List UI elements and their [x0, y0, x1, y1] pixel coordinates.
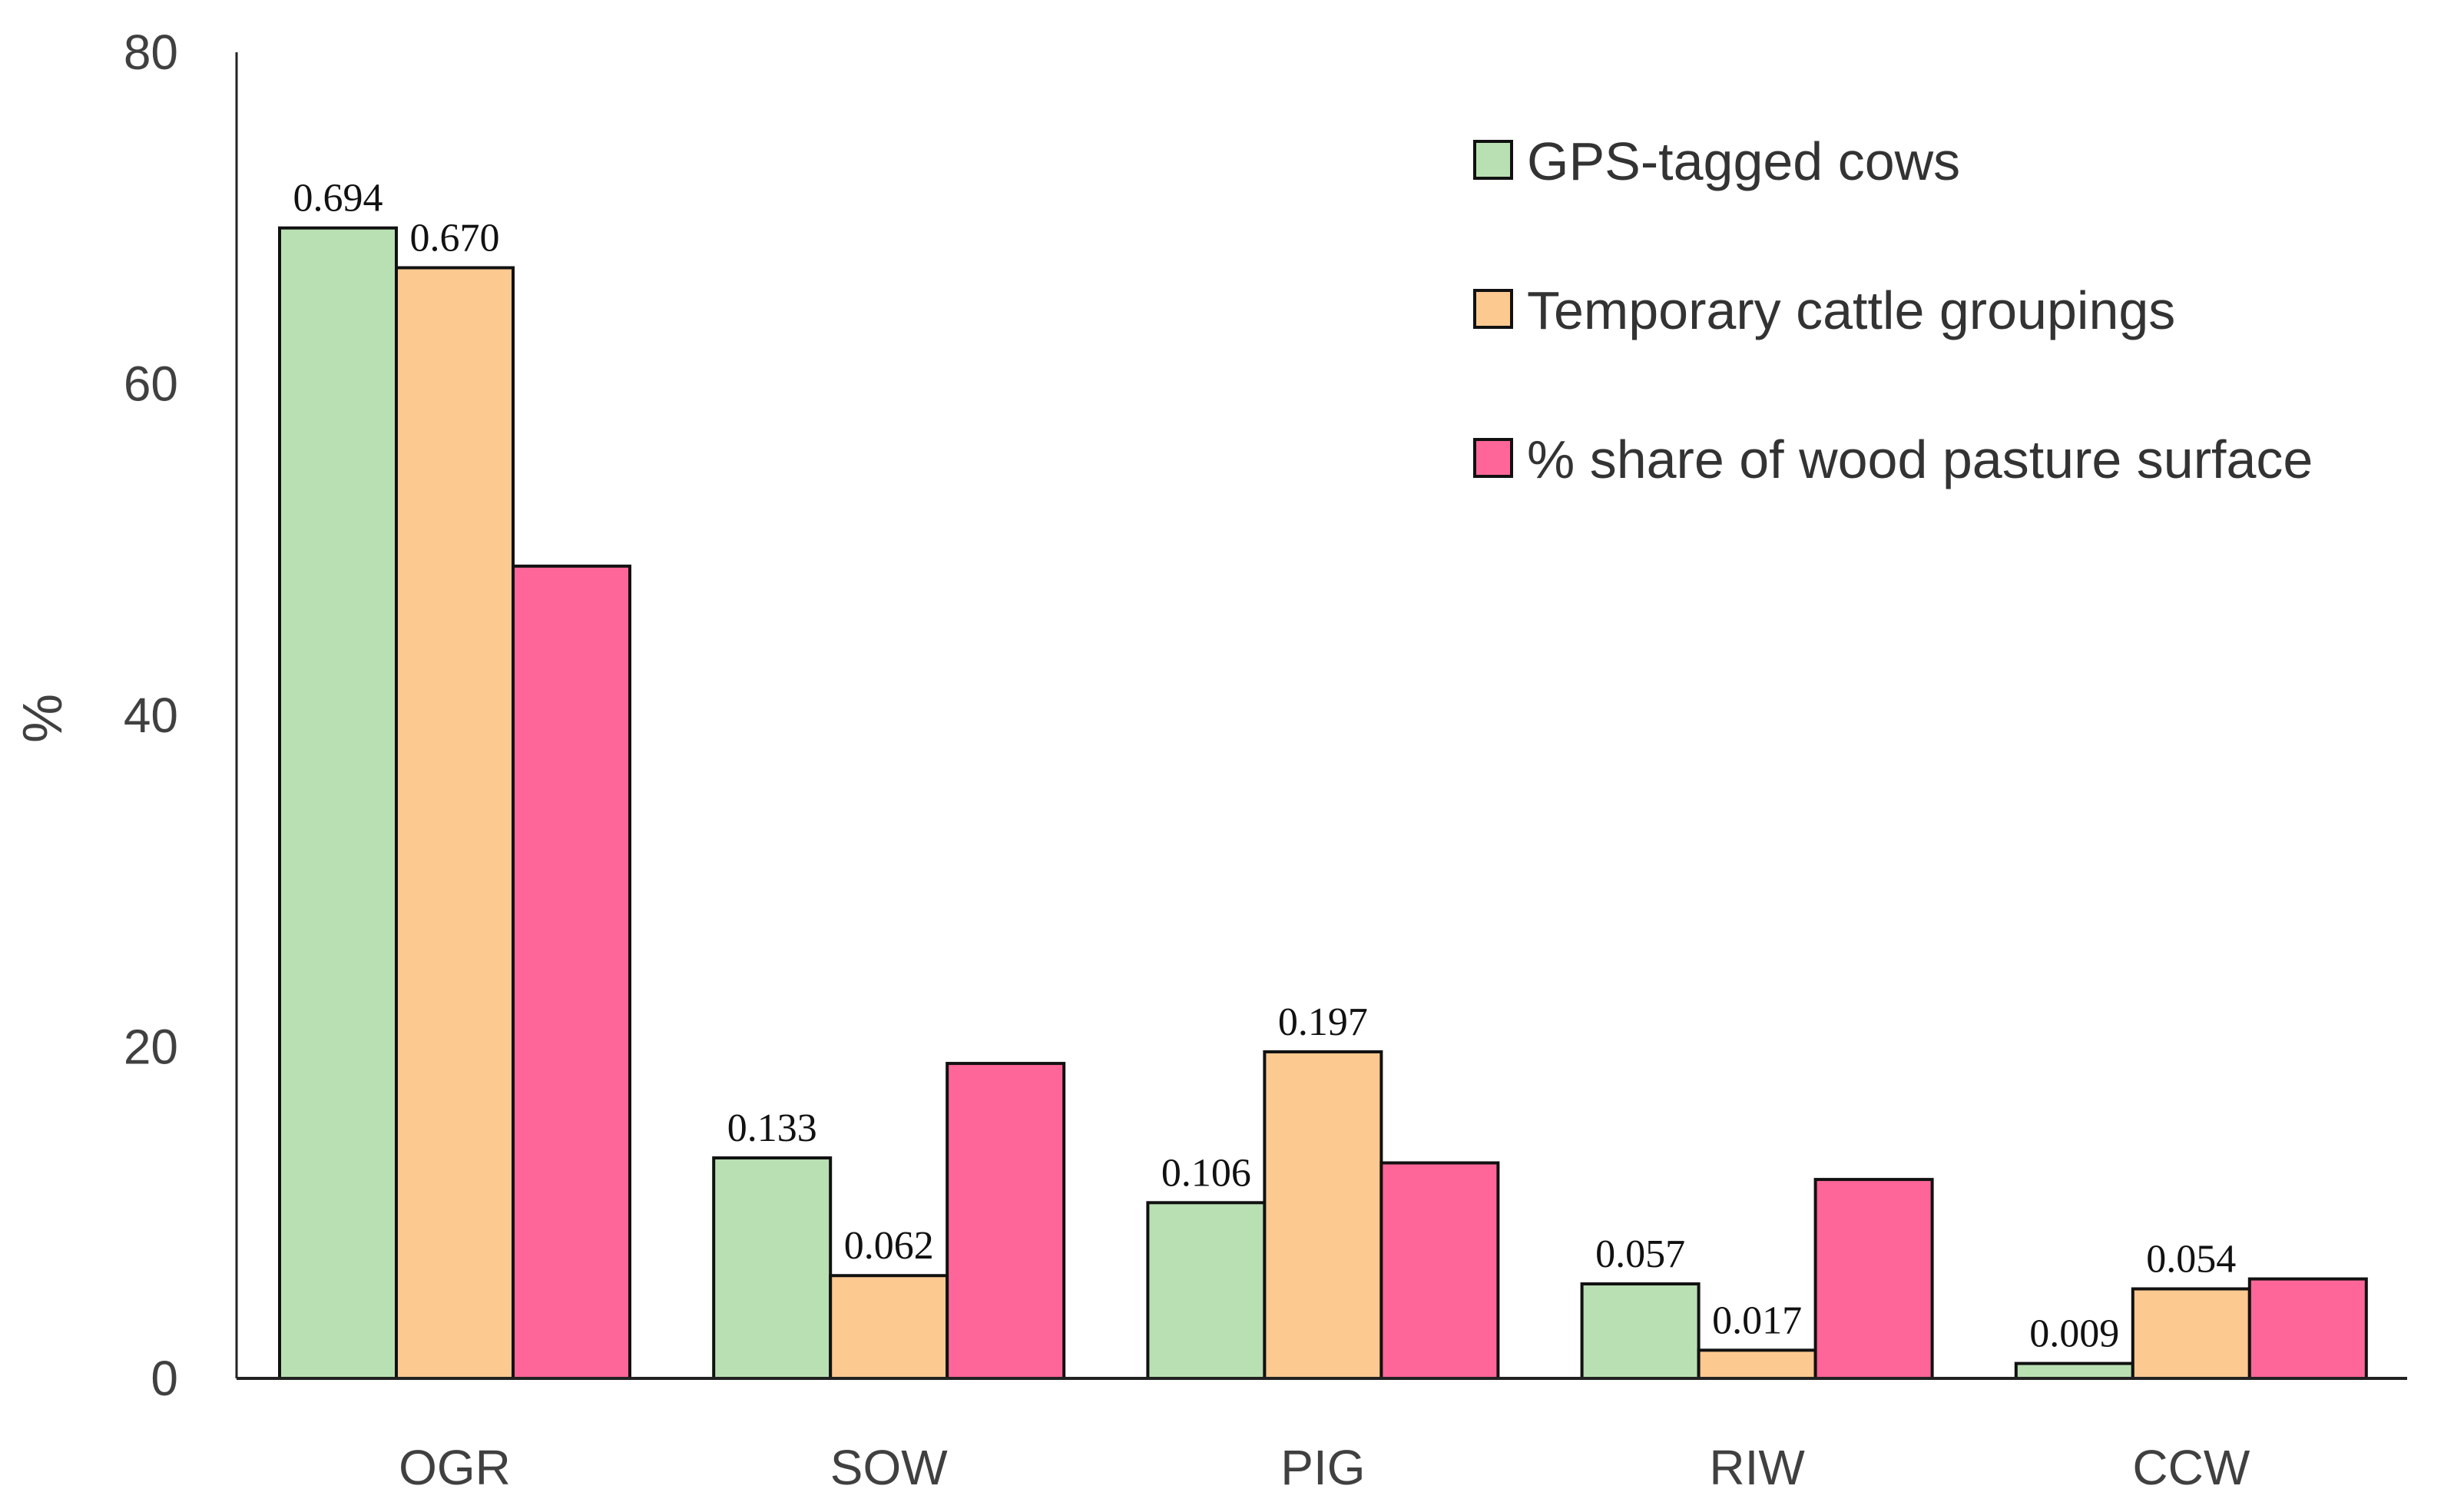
- legend-swatch: [1473, 438, 1513, 478]
- bar-riw-series-1: [1580, 1282, 1701, 1380]
- x-axis-ticks: OGR SOW PIG RIW CCW: [399, 1440, 2250, 1495]
- bar-riw-series-2: [1697, 1348, 1817, 1381]
- bar-ccw-series-1: [2014, 1361, 2134, 1381]
- data-labels: 0.694 0.670 0.133 0.062 0.106 0.197 0.057 0.017…: [293, 177, 2237, 1356]
- y-axis-ticks: 0 20 40 60 80: [124, 25, 178, 1406]
- data-label: 0.670: [410, 216, 500, 260]
- data-label: 0.054: [2146, 1237, 2236, 1281]
- y-tick-label: 40: [124, 688, 178, 743]
- bar-ogr-series-1: [278, 226, 398, 1381]
- data-label: 0.017: [1712, 1298, 1802, 1342]
- bar-pig-series-2: [1263, 1050, 1383, 1381]
- bar-ogr-series-2: [395, 266, 515, 1381]
- bar-pig-series-3: [1379, 1161, 1500, 1381]
- data-label: 0.009: [2029, 1312, 2119, 1356]
- bar-series-group: [278, 226, 2368, 1381]
- x-tick-label: PIG: [1280, 1440, 1365, 1495]
- bar-riw-series-3: [1813, 1178, 1934, 1380]
- y-tick-label: 0: [151, 1351, 178, 1406]
- bar-sow-series-1: [712, 1156, 833, 1380]
- data-label: 0.062: [844, 1224, 934, 1268]
- data-label: 0.133: [727, 1106, 817, 1150]
- bar-sow-series-3: [946, 1062, 1066, 1380]
- y-tick-label: 20: [124, 1020, 178, 1075]
- bar-ogr-series-3: [512, 564, 631, 1381]
- x-tick-label: RIW: [1709, 1440, 1805, 1495]
- legend-label: GPS-tagged cows: [1527, 131, 1960, 191]
- x-tick-label: OGR: [399, 1440, 511, 1495]
- bar-sow-series-2: [829, 1274, 949, 1380]
- legend-label: % share of wood pasture surface: [1527, 429, 2313, 489]
- data-label: 0.106: [1161, 1151, 1251, 1195]
- data-label: 0.057: [1595, 1232, 1685, 1276]
- legend-swatch: [1473, 140, 1513, 180]
- bar-pig-series-1: [1146, 1201, 1267, 1381]
- data-label: 0.694: [293, 177, 383, 221]
- x-tick-label: CCW: [2132, 1440, 2250, 1495]
- legend-label: Temporary cattle groupings: [1527, 280, 2175, 340]
- bar-ccw-series-2: [2131, 1287, 2251, 1380]
- x-tick-label: SOW: [830, 1440, 948, 1495]
- legend-swatch: [1473, 289, 1513, 329]
- data-label: 0.197: [1278, 1000, 1368, 1044]
- legend: GPS-tagged cows Temporary cattle grouping…: [1473, 131, 2313, 489]
- y-tick-label: 60: [124, 357, 178, 412]
- y-axis-title: %: [12, 694, 74, 743]
- bar-ccw-series-3: [2247, 1277, 2368, 1381]
- y-tick-label: 80: [124, 25, 178, 80]
